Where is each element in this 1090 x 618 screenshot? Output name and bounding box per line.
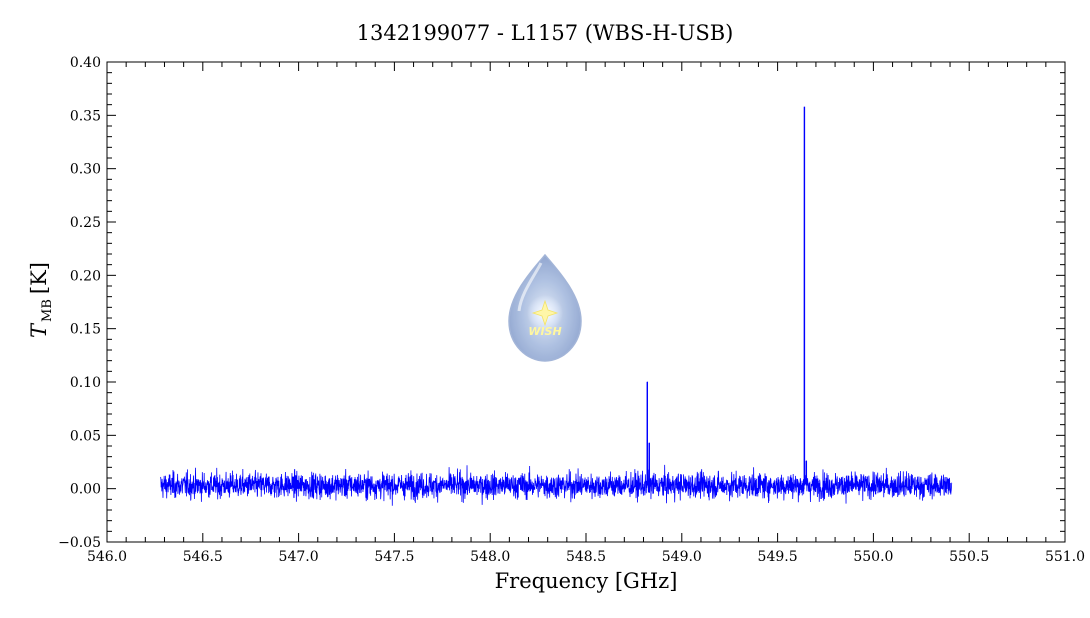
- spectrum-line: [160, 106, 953, 506]
- x-tick-label: 551.0: [1045, 549, 1085, 565]
- y-tick-label: 0.30: [70, 162, 101, 178]
- y-axis-label-main: T: [27, 322, 51, 338]
- x-tick-label: 546.0: [87, 549, 127, 565]
- y-tick-label: 0.40: [70, 55, 101, 71]
- chart-title: 1342199077 - L1157 (WBS-H-USB): [357, 21, 734, 45]
- y-tick-label: 0.25: [70, 215, 101, 231]
- spectrum-series: [160, 106, 953, 506]
- plot-frame: [106, 61, 1066, 543]
- y-tick-label: 0.20: [70, 268, 101, 284]
- y-tick-label: 0.10: [70, 375, 101, 391]
- x-tick-label: 546.5: [183, 549, 223, 565]
- y-tick-label: −0.05: [58, 535, 101, 551]
- x-tick-label: 550.0: [853, 549, 893, 565]
- x-tick-label: 547.5: [374, 549, 414, 565]
- y-axis-label: TMB [K]: [27, 262, 55, 338]
- x-tick-label: 550.5: [949, 549, 989, 565]
- y-tick-label: 0.35: [70, 108, 101, 124]
- y-tick-label: 0.00: [70, 482, 101, 498]
- y-tick-label: 0.15: [70, 322, 101, 338]
- x-tick-label: 549.5: [758, 549, 798, 565]
- logo-text: WISH: [528, 325, 561, 338]
- y-axis-label-unit: [K]: [27, 262, 51, 294]
- x-tick-label: 549.0: [662, 549, 702, 565]
- x-axis: 546.0 546.5 547.0 547.5 548.0 548.5 549.0 549.5…: [87, 62, 1085, 565]
- x-axis-label: Frequency [GHz]: [495, 569, 678, 593]
- y-axis-label-sub: MB: [40, 299, 55, 322]
- y-axis: −0.05 0.00 0.05 0.10 0.15 0.20 0.25 0.30 0.35 0.4…: [58, 55, 1065, 551]
- y-tick-label: 0.05: [70, 428, 101, 444]
- wish-logo: WISH: [508, 253, 582, 362]
- x-tick-label: 547.0: [279, 549, 319, 565]
- x-tick-label: 548.0: [470, 549, 510, 565]
- x-tick-label: 548.5: [566, 549, 606, 565]
